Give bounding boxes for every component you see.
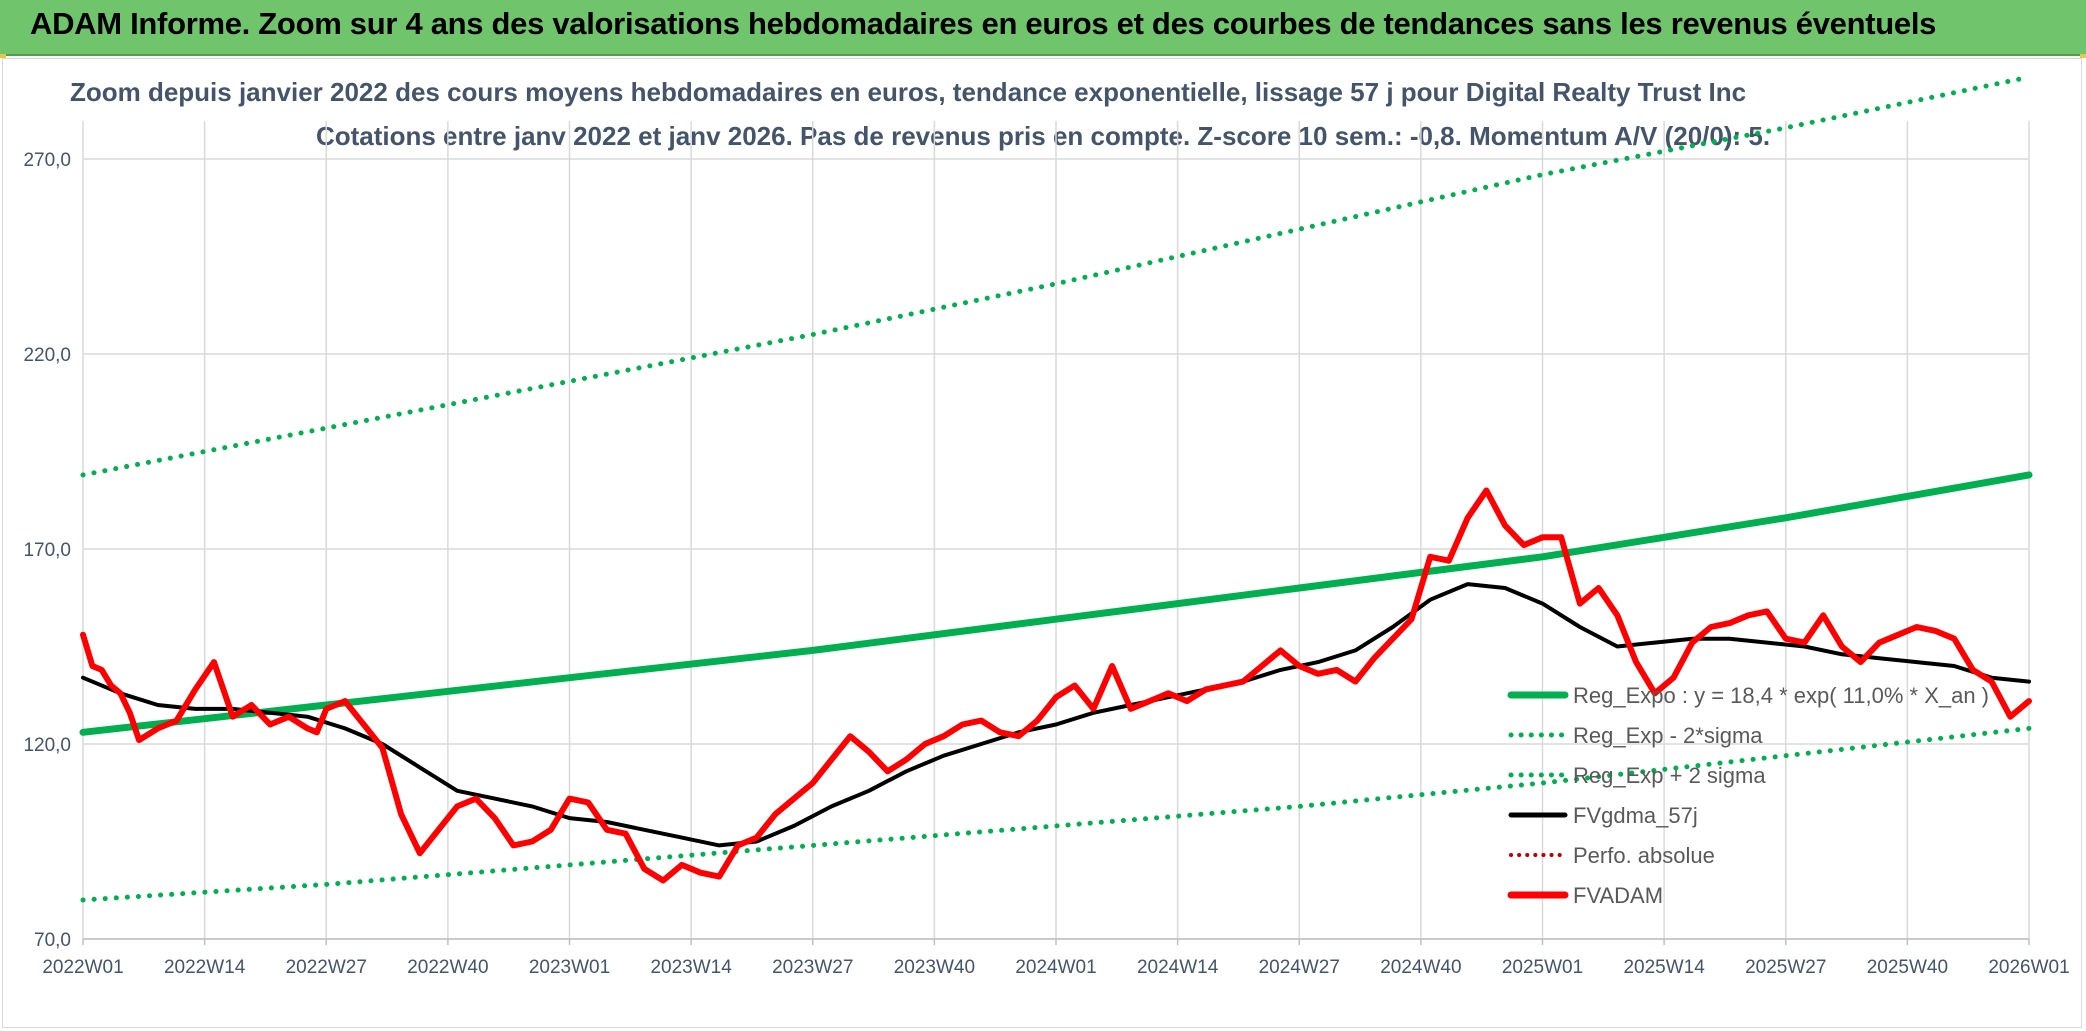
legend: Reg_Expo : y = 18,4 * exp( 11,0% * X_an … xyxy=(1507,683,1989,908)
legend-label: Perfo. absolue xyxy=(1573,843,1715,868)
chart-area: Zoom depuis janvier 2022 des cours moyen… xyxy=(2,58,2082,1028)
series-price xyxy=(80,487,2032,884)
accent-right xyxy=(2080,54,2086,58)
chart-subtitle: Cotations entre janv 2022 et janv 2026. … xyxy=(316,121,1770,151)
legend-label: Reg_Exp + 2 sigma xyxy=(1573,763,1766,788)
legend-label: Reg_Exp - 2*sigma xyxy=(1573,723,1763,748)
page-title: ADAM Informe. Zoom sur 4 ans des valoris… xyxy=(30,6,1937,41)
x-tick-label: 2025W27 xyxy=(1745,957,1826,978)
x-tick-label: 2024W40 xyxy=(1380,957,1461,978)
x-tick-label: 2023W14 xyxy=(650,957,732,978)
x-tick-label: 2022W40 xyxy=(407,957,488,978)
x-tick-label: 2025W14 xyxy=(1623,957,1705,978)
x-tick-label: 2025W40 xyxy=(1867,957,1948,978)
chart-title: Zoom depuis janvier 2022 des cours moyen… xyxy=(70,77,1746,107)
x-tick-label: 2024W01 xyxy=(1015,957,1096,978)
series-moving-average xyxy=(81,582,2031,848)
legend-label: FVADAM xyxy=(1573,883,1663,908)
y-tick-label: 70,0 xyxy=(34,930,71,951)
x-tick-label: 2022W27 xyxy=(286,957,367,978)
x-tick-label: 2025W01 xyxy=(1502,957,1583,978)
x-tick-label: 2023W40 xyxy=(894,957,975,978)
y-tick-label: 270,0 xyxy=(23,150,71,171)
y-axis: 70,0 120,0 170,0 220,0 270,0 xyxy=(23,150,71,951)
y-tick-label: 220,0 xyxy=(23,345,71,366)
y-tick-label: 120,0 xyxy=(23,735,71,756)
legend-label: Reg_Expo : y = 18,4 * exp( 11,0% * X_an … xyxy=(1573,683,1989,708)
series-trend xyxy=(79,471,2033,736)
header-bar: ADAM Informe. Zoom sur 4 ans des valoris… xyxy=(0,0,2086,56)
accent-left xyxy=(0,54,6,58)
x-axis: 2022W01 2022W14 2022W27 2022W40 2023W01 2023W… xyxy=(42,938,2070,978)
chart-svg: Zoom depuis janvier 2022 des cours moyen… xyxy=(23,74,2070,978)
x-tick-label: 2023W27 xyxy=(772,957,853,978)
x-tick-label: 2023W01 xyxy=(529,957,610,978)
series-upper-band xyxy=(80,74,2032,478)
x-tick-label: 2026W01 xyxy=(1988,957,2069,978)
series-lower-band xyxy=(80,725,2032,903)
x-tick-label: 2024W14 xyxy=(1137,957,1219,978)
legend-label: FVgdma_57j xyxy=(1573,803,1698,828)
x-tick-label: 2024W27 xyxy=(1259,957,1340,978)
x-tick-label: 2022W01 xyxy=(42,957,123,978)
y-tick-label: 170,0 xyxy=(23,540,71,561)
x-tick-label: 2022W14 xyxy=(164,957,246,978)
grid xyxy=(82,121,2030,940)
series-group xyxy=(79,74,2033,903)
